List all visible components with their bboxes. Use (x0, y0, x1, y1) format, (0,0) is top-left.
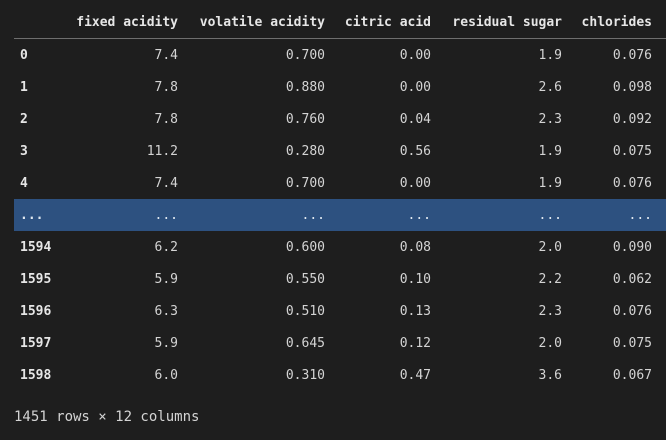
dataframe-shape-text: 1451 rows × 12 columns (14, 409, 200, 425)
cell-fixed-acidity: 7.8 (154, 111, 178, 127)
cell-residual-sugar: 2.6 (538, 79, 562, 95)
cell-chlorides: 0.076 (612, 303, 652, 319)
table-row: 4 7.4 0.700 0.00 1.9 0.076 (14, 167, 666, 199)
cell-fixed-acidity: 11.2 (146, 143, 178, 159)
table-row: 1597 5.9 0.645 0.12 2.0 0.075 (14, 327, 666, 359)
cell-citric-acid: 0.04 (399, 111, 431, 127)
cell-residual-sugar: ... (538, 207, 562, 223)
cell-residual-sugar: 2.0 (538, 239, 562, 255)
cell-citric-acid: 0.08 (399, 239, 431, 255)
row-index: 1597 (20, 335, 52, 351)
cell-citric-acid: 0.13 (399, 303, 431, 319)
row-index: ... (20, 207, 44, 223)
dataframe-table: fixed acidity volatile acidity citric ac… (14, 6, 666, 391)
column-header-residual-sugar: residual sugar (431, 6, 562, 39)
table-body: 0 7.4 0.700 0.00 1.9 0.076 1 7.8 0.880 0… (14, 39, 666, 392)
column-header-index (14, 6, 60, 39)
column-header-citric-acid: citric acid (325, 6, 431, 39)
cell-chlorides: 0.090 (612, 239, 652, 255)
cell-residual-sugar: 2.3 (538, 111, 562, 127)
cell-citric-acid: 0.47 (399, 367, 431, 383)
cell-volatile-acidity: 0.510 (285, 303, 325, 319)
cell-volatile-acidity: 0.645 (285, 335, 325, 351)
cell-chlorides: 0.062 (612, 271, 652, 287)
cell-residual-sugar: 2.2 (538, 271, 562, 287)
table-row: 1598 6.0 0.310 0.47 3.6 0.067 (14, 359, 666, 391)
cell-volatile-acidity: ... (301, 207, 325, 223)
cell-fixed-acidity: 5.9 (154, 271, 178, 287)
cell-residual-sugar: 2.3 (538, 303, 562, 319)
cell-residual-sugar: 3.6 (538, 367, 562, 383)
cell-chlorides: 0.098 (612, 79, 652, 95)
cell-fixed-acidity: 5.9 (154, 335, 178, 351)
table-row: 3 11.2 0.280 0.56 1.9 0.075 (14, 135, 666, 167)
cell-chlorides: 0.075 (612, 335, 652, 351)
cell-fixed-acidity: 7.4 (154, 175, 178, 191)
table-row: 0 7.4 0.700 0.00 1.9 0.076 (14, 39, 666, 72)
cell-volatile-acidity: 0.550 (285, 271, 325, 287)
cell-chlorides: 0.067 (612, 367, 652, 383)
table-row: 1596 6.3 0.510 0.13 2.3 0.076 (14, 295, 666, 327)
table-row: 1 7.8 0.880 0.00 2.6 0.098 (14, 71, 666, 103)
table-row: 2 7.8 0.760 0.04 2.3 0.092 (14, 103, 666, 135)
cell-fixed-acidity: 7.4 (154, 47, 178, 63)
cell-volatile-acidity: 0.310 (285, 367, 325, 383)
table-header: fixed acidity volatile acidity citric ac… (14, 6, 666, 39)
table-row: 1595 5.9 0.550 0.10 2.2 0.062 (14, 263, 666, 295)
cell-residual-sugar: 1.9 (538, 175, 562, 191)
row-index: 3 (20, 143, 28, 159)
cell-chlorides: 0.076 (612, 47, 652, 63)
cell-fixed-acidity: ... (154, 207, 178, 223)
cell-chlorides: 0.075 (612, 143, 652, 159)
table-row-ellipsis[interactable]: ... ... ... ... ... ... (14, 199, 666, 231)
cell-volatile-acidity: 0.880 (285, 79, 325, 95)
column-header-fixed-acidity: fixed acidity (60, 6, 178, 39)
cell-chlorides: ... (628, 207, 652, 223)
cell-citric-acid: 0.00 (399, 79, 431, 95)
row-index: 1596 (20, 303, 52, 319)
cell-residual-sugar: 1.9 (538, 143, 562, 159)
cell-residual-sugar: 1.9 (538, 47, 562, 63)
cell-fixed-acidity: 6.3 (154, 303, 178, 319)
cell-residual-sugar: 2.0 (538, 335, 562, 351)
cell-volatile-acidity: 0.700 (285, 47, 325, 63)
table-row: 1594 6.2 0.600 0.08 2.0 0.090 (14, 231, 666, 263)
cell-fixed-acidity: 6.0 (154, 367, 178, 383)
row-index: 1595 (20, 271, 52, 287)
cell-citric-acid: ... (407, 207, 431, 223)
row-index: 0 (20, 47, 28, 63)
cell-volatile-acidity: 0.760 (285, 111, 325, 127)
cell-fixed-acidity: 7.8 (154, 79, 178, 95)
row-index: 1 (20, 79, 28, 95)
cell-citric-acid: 0.56 (399, 143, 431, 159)
cell-chlorides: 0.092 (612, 111, 652, 127)
cell-citric-acid: 0.00 (399, 47, 431, 63)
cell-fixed-acidity: 6.2 (154, 239, 178, 255)
cell-volatile-acidity: 0.280 (285, 143, 325, 159)
cell-volatile-acidity: 0.600 (285, 239, 325, 255)
column-header-chlorides: chlorides (562, 6, 666, 39)
cell-citric-acid: 0.12 (399, 335, 431, 351)
cell-chlorides: 0.076 (612, 175, 652, 191)
row-index: 2 (20, 111, 28, 127)
row-index: 1598 (20, 367, 52, 383)
cell-citric-acid: 0.10 (399, 271, 431, 287)
cell-citric-acid: 0.00 (399, 175, 431, 191)
row-index: 4 (20, 175, 28, 191)
header-row: fixed acidity volatile acidity citric ac… (14, 6, 666, 39)
cell-volatile-acidity: 0.700 (285, 175, 325, 191)
row-index: 1594 (20, 239, 52, 255)
column-header-volatile-acidity: volatile acidity (178, 6, 325, 39)
dataframe-output: fixed acidity volatile acidity citric ac… (14, 6, 666, 391)
